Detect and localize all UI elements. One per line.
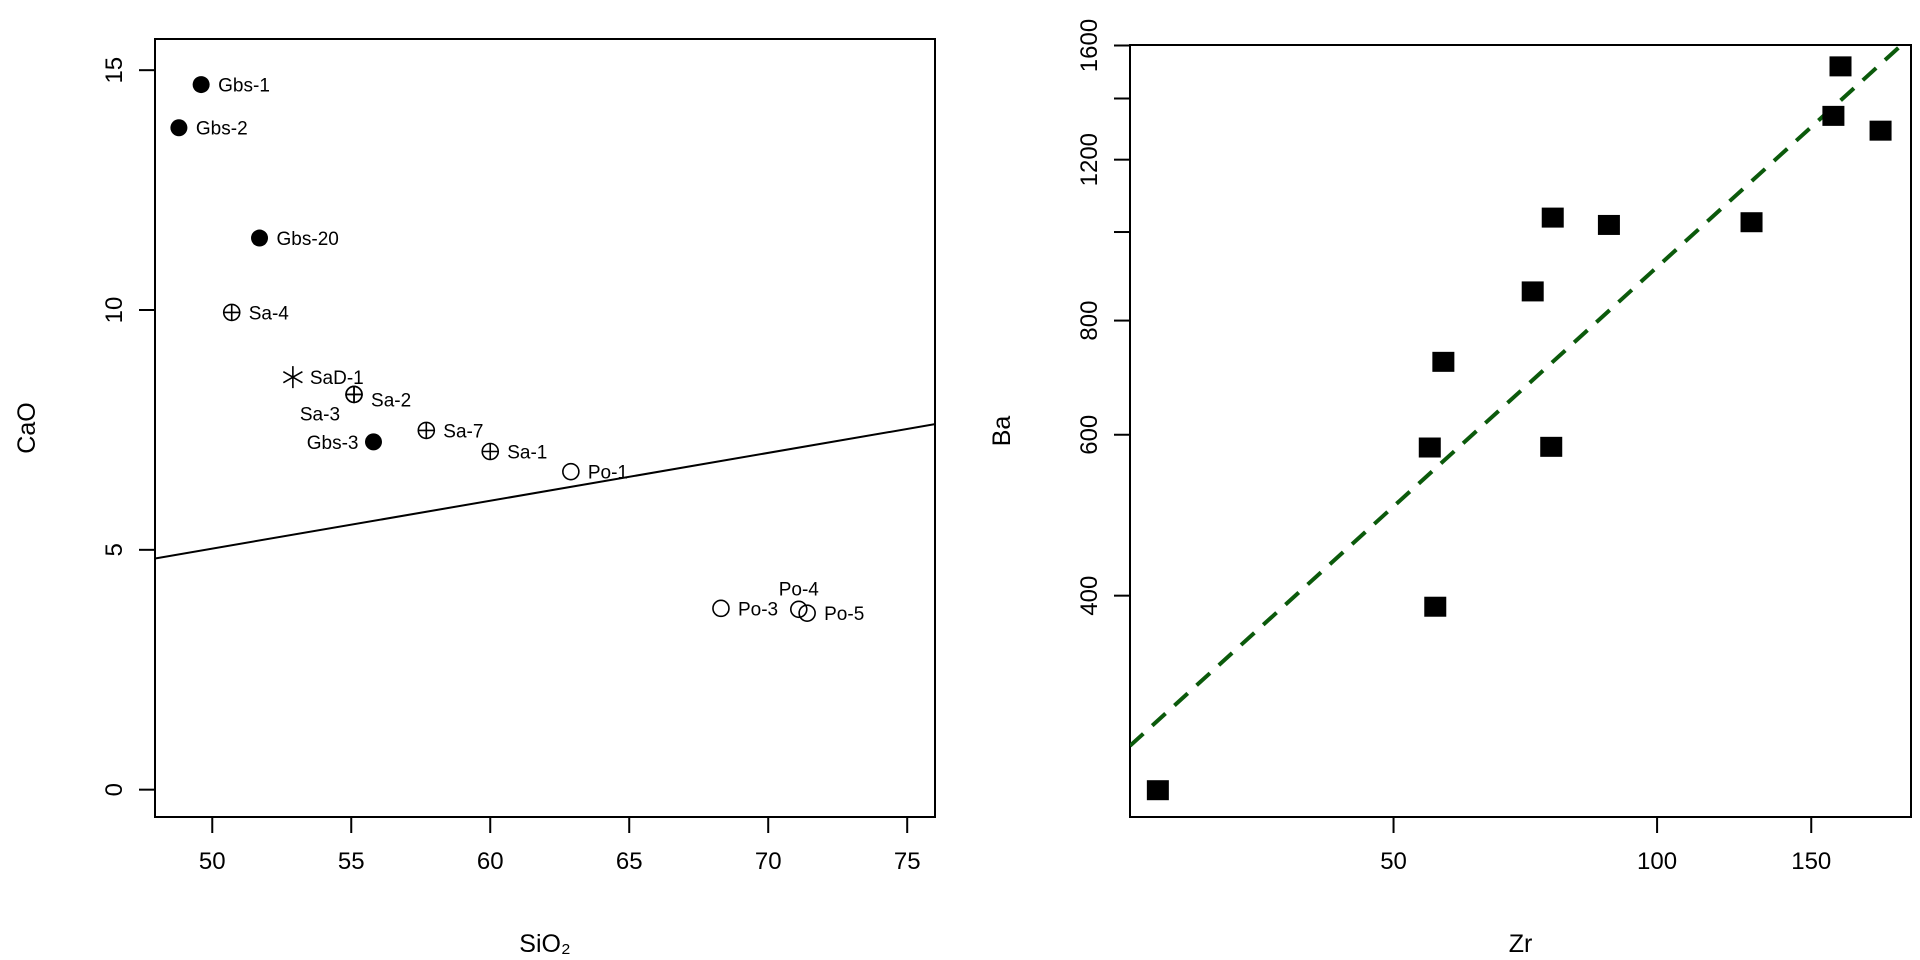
point-label: Po-1 xyxy=(588,463,628,484)
data-point xyxy=(1418,437,1441,458)
ba-vs-zr-plot: 50 100 150 400 600 800 1200 1600 Zr Ba xyxy=(988,19,1912,958)
x-tick-label: 50 xyxy=(1380,848,1407,875)
y-tick-label: 5 xyxy=(101,543,128,556)
point-label: Gbs-1 xyxy=(218,76,270,97)
data-point: Gbs-2 xyxy=(170,119,248,140)
plot-frame xyxy=(1129,44,1912,818)
point-label: Po-5 xyxy=(824,604,864,625)
plot-frame xyxy=(154,38,936,818)
y-axis-label: CaO xyxy=(13,402,41,453)
data-point: Sa-4 xyxy=(222,303,290,324)
point-label: Po-3 xyxy=(738,599,778,620)
data-point xyxy=(1541,207,1564,228)
crossed-circle-cross xyxy=(482,443,499,460)
data-point xyxy=(1432,351,1455,372)
filled-square-marker xyxy=(1424,596,1447,617)
point-label: Gbs-3 xyxy=(307,433,359,454)
data-point: Gbs-3 xyxy=(307,433,382,454)
x-tick-label: 60 xyxy=(477,848,504,875)
filled-square-marker xyxy=(1146,780,1169,801)
discriminant-line xyxy=(155,423,935,560)
point-label: Gbs-2 xyxy=(196,119,248,140)
data-point xyxy=(1540,436,1563,457)
data-point: Sa-3 xyxy=(300,385,363,425)
x-tick-label: 70 xyxy=(755,848,782,875)
data-point: Sa-1 xyxy=(481,443,547,464)
point-label: Sa-7 xyxy=(443,421,483,442)
crossed-circle-cross xyxy=(418,422,435,439)
data-point: Po-4 xyxy=(779,579,820,619)
y-tick-label: 800 xyxy=(1076,301,1103,341)
data-point: Po-1 xyxy=(562,462,628,484)
data-point xyxy=(1822,105,1845,126)
x-tick-label: 50 xyxy=(199,848,226,875)
point-label: Po-4 xyxy=(779,579,820,600)
data-point: Sa-7 xyxy=(417,421,483,442)
filled-square-marker xyxy=(1418,437,1441,458)
data-point xyxy=(1869,120,1892,141)
filled-square-marker xyxy=(1432,351,1455,372)
x-axis-label: Zr xyxy=(1509,930,1533,958)
filled-circle-marker xyxy=(192,76,210,94)
y-tick-label: 1200 xyxy=(1076,133,1103,186)
filled-square-marker xyxy=(1829,56,1852,77)
y-axis-label: Ba xyxy=(988,416,1016,447)
filled-square-marker xyxy=(1521,281,1544,302)
open-circle-marker xyxy=(562,462,580,481)
point-label: Sa-3 xyxy=(300,404,340,425)
x-tick-label: 55 xyxy=(338,848,365,875)
filled-square-marker xyxy=(1869,120,1892,141)
filled-square-marker xyxy=(1541,207,1564,228)
point-label: Gbs-20 xyxy=(277,229,339,250)
y-tick-label: 10 xyxy=(101,297,128,324)
y-tick-label: 400 xyxy=(1076,576,1103,616)
x-tick-label: 65 xyxy=(616,848,643,875)
crossed-circle-cross xyxy=(223,304,240,321)
asterisk-marker xyxy=(282,366,303,389)
data-point: SaD-1 xyxy=(282,366,364,389)
x-tick-label: 150 xyxy=(1791,848,1831,875)
filled-square-marker xyxy=(1597,214,1620,235)
data-point: Sa-2 xyxy=(345,385,411,411)
crossed-circle-cross xyxy=(346,386,363,403)
filled-square-marker xyxy=(1740,212,1763,233)
filled-square-marker xyxy=(1822,105,1845,126)
data-point xyxy=(1146,780,1169,801)
regression-line-dashed xyxy=(1130,45,1905,748)
y-tick-label: 15 xyxy=(101,57,128,84)
x-axis-label: SiO₂ xyxy=(519,930,570,958)
data-point xyxy=(1740,212,1763,233)
filled-circle-marker xyxy=(251,229,269,247)
data-point xyxy=(1829,56,1852,77)
filled-square-marker xyxy=(1540,436,1563,457)
open-circle-marker xyxy=(712,599,730,618)
open-circle-marker xyxy=(789,600,808,619)
x-tick-label: 100 xyxy=(1637,848,1677,875)
y-tick-label: 1600 xyxy=(1076,19,1103,72)
point-label: SaD-1 xyxy=(310,368,364,389)
cao-vs-sio2-plot: 50 55 60 65 70 75 0 5 10 15 SiO₂ CaO Gbs-1 Gbs-2 Gbs-2… xyxy=(13,38,936,958)
data-point xyxy=(1597,214,1620,235)
y-tick-label: 600 xyxy=(1076,415,1103,455)
data-point xyxy=(1521,281,1544,302)
x-tick-label: 75 xyxy=(894,848,921,875)
data-point xyxy=(1424,596,1447,617)
data-point: Gbs-20 xyxy=(251,229,339,250)
open-circle-marker xyxy=(798,604,816,622)
data-point: Po-3 xyxy=(712,599,778,620)
y-tick-label: 0 xyxy=(101,783,128,796)
point-label: Sa-2 xyxy=(371,390,411,411)
point-label: Sa-1 xyxy=(507,443,547,464)
filled-circle-marker xyxy=(170,119,188,137)
data-point: Gbs-1 xyxy=(192,76,270,97)
filled-circle-marker xyxy=(364,433,382,451)
point-label: Sa-4 xyxy=(249,303,290,324)
data-point: Po-5 xyxy=(798,604,864,625)
